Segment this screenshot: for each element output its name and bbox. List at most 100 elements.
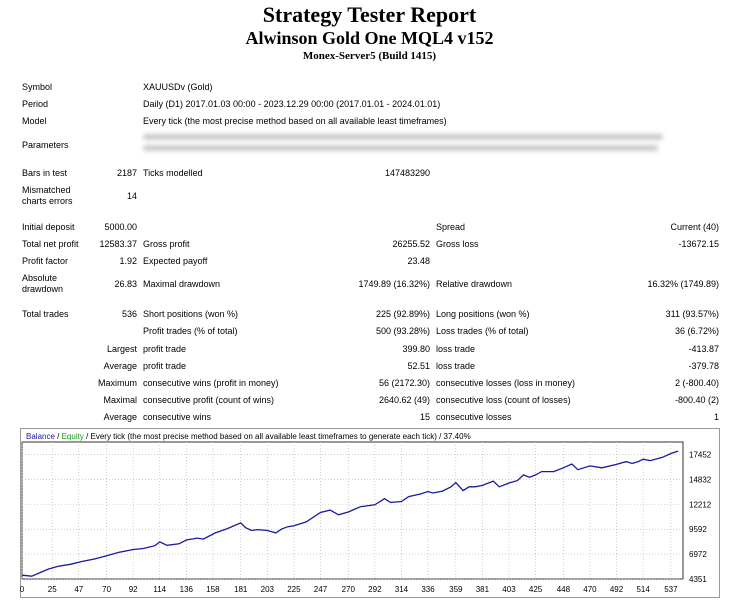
legend-sep: / (55, 432, 62, 441)
balance-chart: Balance / Equity / Every tick (the most … (20, 428, 720, 598)
bars-value: 2187 (116, 168, 137, 178)
gross-profit-label: Gross profit (143, 239, 190, 249)
spread-value: Current (40) (670, 222, 719, 232)
abs-drawdown-label-2: drawdown (22, 284, 64, 294)
maximal-consec-loss-value: -800.40 (2) (674, 395, 719, 405)
maximal-consec-loss-label: consecutive loss (count of losses) (436, 395, 571, 405)
spread-label: Spread (436, 222, 466, 232)
profit-factor-value: 1.92 (119, 256, 137, 266)
max-drawdown-label: Maximal drawdown (143, 279, 221, 289)
parameters-blurred (143, 134, 663, 140)
x-tick-label: 336 (421, 585, 435, 594)
report-title: Strategy Tester Report (262, 2, 477, 27)
ticks-value: 147483290 (384, 168, 430, 178)
x-tick-label: 0 (20, 585, 25, 594)
expected-payoff-label: Expected payoff (143, 256, 208, 266)
period-value: Daily (D1) 2017.01.03 00:00 - 2023.12.29… (143, 99, 441, 109)
average-profit-label: profit trade (143, 361, 187, 371)
x-tick-label: 270 (342, 585, 356, 594)
legend: Balance / Equity / Every tick (the most … (26, 432, 471, 441)
loss-trades-value: 36 (6.72%) (674, 326, 719, 336)
max-consec-losses-value: 2 (-800.40) (674, 378, 719, 388)
max-drawdown-value: 1749.89 (16.32%) (358, 279, 430, 289)
gross-loss-value: -13672.15 (678, 239, 719, 249)
abs-drawdown-label-1: Absolute (22, 273, 58, 283)
legend-equity: Equity (62, 432, 84, 441)
maximum-label: Maximum (97, 378, 137, 388)
y-tick-label: 4351 (689, 575, 707, 584)
max-consec-wins-label: consecutive wins (profit in money) (143, 378, 279, 388)
initial-deposit-label: Initial deposit (22, 222, 75, 232)
avg-consec-wins-value: 15 (419, 412, 430, 422)
short-positions-value: 225 (92.89%) (375, 309, 430, 319)
model-value: Every tick (the most precise method base… (143, 116, 447, 126)
maximal-label: Maximal (103, 395, 137, 405)
expert-name: Alwinson Gold One MQL4 v152 (245, 28, 494, 48)
mismatched-label-2: charts errors (22, 196, 73, 206)
symbol-value: XAUUSDv (Gold) (143, 82, 213, 92)
x-tick-label: 359 (449, 585, 463, 594)
maximal-consec-profit-value: 2640.62 (49) (378, 395, 430, 405)
rel-drawdown-value: 16.32% (1749.89) (647, 279, 719, 289)
x-tick-label: 47 (74, 585, 83, 594)
x-tick-label: 25 (48, 585, 57, 594)
expected-payoff-value: 23.48 (407, 256, 430, 266)
parameters-label: Parameters (22, 140, 69, 150)
long-positions-label: Long positions (won %) (436, 309, 530, 319)
long-positions-value: 311 (93.57%) (665, 309, 719, 319)
x-tick-label: 70 (102, 585, 111, 594)
x-tick-label: 403 (502, 585, 516, 594)
gross-loss-label: Gross loss (436, 239, 479, 249)
largest-profit-value: 399.80 (402, 344, 430, 354)
initial-deposit-value: 5000.00 (104, 222, 137, 232)
x-tick-label: 136 (180, 585, 194, 594)
y-tick-label: 14832 (689, 475, 712, 484)
server-name: Monex-Server5 (Build 1415) (302, 50, 437, 62)
max-consec-losses-label: consecutive losses (loss in money) (436, 378, 576, 388)
largest-label: Largest (106, 344, 137, 354)
ticks-label: Ticks modelled (143, 168, 203, 178)
x-tick-label: 292 (368, 585, 382, 594)
avg-consec-losses-label: consecutive losses (436, 412, 512, 422)
x-tick-label: 425 (529, 585, 543, 594)
largest-loss-value: -413.87 (688, 344, 719, 354)
profit-factor-label: Profit factor (22, 256, 69, 266)
maximal-consec-profit-label: consecutive profit (count of wins) (143, 395, 275, 405)
x-tick-label: 92 (129, 585, 138, 594)
profit-trades-value: 500 (93.28%) (375, 326, 430, 336)
y-tick-label: 17452 (689, 450, 712, 459)
symbol-label: Symbol (22, 82, 53, 92)
x-tick-label: 537 (664, 585, 678, 594)
x-tick-label: 181 (234, 585, 248, 594)
x-tick-label: 114 (153, 585, 166, 594)
mismatched-value: 14 (126, 191, 137, 201)
x-tick-label: 381 (476, 585, 490, 594)
avg-consec-losses-value: 1 (713, 412, 719, 422)
short-positions-label: Short positions (won %) (143, 309, 239, 319)
largest-profit-label: profit trade (143, 344, 187, 354)
x-tick-label: 470 (583, 585, 597, 594)
y-tick-label: 12212 (689, 500, 712, 509)
x-tick-label: 314 (395, 585, 409, 594)
x-tick-label: 158 (206, 585, 220, 594)
loss-trades-label: Loss trades (% of total) (436, 326, 529, 336)
average-label: Average (103, 361, 137, 371)
total-trades-value: 536 (121, 309, 137, 319)
abs-drawdown-value: 26.83 (114, 279, 137, 289)
mismatched-label-1: Mismatched (22, 185, 71, 195)
rel-drawdown-label: Relative drawdown (436, 279, 513, 289)
average-profit-value: 52.51 (407, 361, 430, 371)
total-trades-label: Total trades (22, 309, 69, 319)
gross-profit-value: 26255.52 (392, 239, 430, 249)
legend-rest: / Every tick (the most precise method ba… (84, 432, 471, 441)
average-loss-value: -379.78 (688, 361, 719, 371)
parameters-blurred-2 (143, 145, 658, 151)
balance-line (21, 450, 679, 577)
avg-consec-wins-label: consecutive wins (143, 412, 212, 422)
net-profit-label: Total net profit (22, 239, 79, 249)
net-profit-value: 12583.37 (99, 239, 137, 249)
average2-label: Average (103, 412, 137, 422)
average-loss-label: loss trade (436, 361, 476, 371)
max-consec-wins-value: 56 (2172.30) (378, 378, 430, 388)
period-label: Period (22, 99, 49, 109)
